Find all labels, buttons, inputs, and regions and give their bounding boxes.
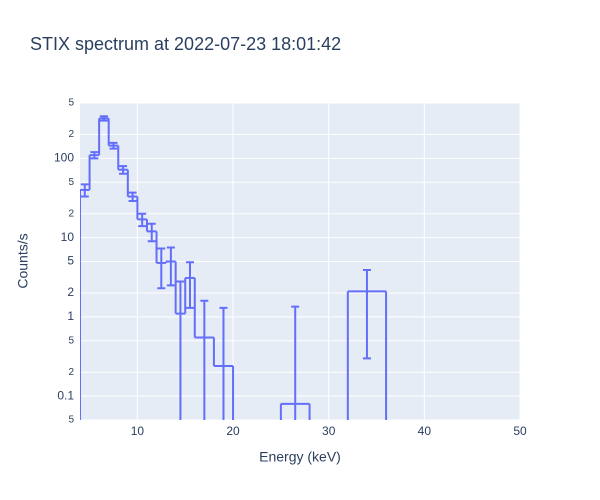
error-bar <box>186 261 194 309</box>
plot-area <box>80 115 388 420</box>
x-axis-label: Energy (keV) <box>259 449 341 465</box>
error-bar <box>176 280 185 420</box>
error-bar <box>128 191 137 202</box>
y-tick-label: 5 <box>67 254 74 268</box>
error-bar <box>138 212 147 228</box>
error-bar <box>80 183 89 198</box>
y-tick-label: 2 <box>67 285 74 299</box>
error-bar <box>90 151 99 160</box>
y-tick-label: 2 <box>68 129 74 140</box>
y-tick-label: 1 <box>67 309 74 323</box>
error-bar <box>291 305 300 420</box>
x-tick-label: 20 <box>226 424 240 438</box>
error-bar <box>147 222 156 243</box>
error-bar <box>362 269 371 360</box>
error-bar <box>166 246 175 287</box>
x-tick-label: 30 <box>322 424 336 438</box>
y-tick-label: 2 <box>68 208 74 219</box>
y-tick-label: 100 <box>54 151 74 165</box>
y-tick-label: 10 <box>61 230 75 244</box>
error-bar <box>200 299 209 420</box>
y-tick-label: 2 <box>68 367 74 378</box>
y-tick-label: 5 <box>68 98 74 109</box>
error-bar <box>119 165 128 175</box>
x-tick-label: 10 <box>131 424 145 438</box>
y-tick-label: 5 <box>68 177 74 188</box>
y-axis-label: Counts/s <box>15 233 31 288</box>
y-tick-label: 5 <box>68 335 74 346</box>
error-bar <box>219 306 228 420</box>
chart-title: STIX spectrum at 2022-07-23 18:01:42 <box>30 34 341 54</box>
x-tick-label: 50 <box>513 424 527 438</box>
x-tick-label: 40 <box>418 424 432 438</box>
y-tick-label: 5 <box>68 415 74 426</box>
error-bar <box>157 247 166 290</box>
error-bar <box>99 115 108 122</box>
grid <box>80 102 521 421</box>
y-tick-label: 0.1 <box>57 388 74 402</box>
error-bar <box>109 141 118 150</box>
